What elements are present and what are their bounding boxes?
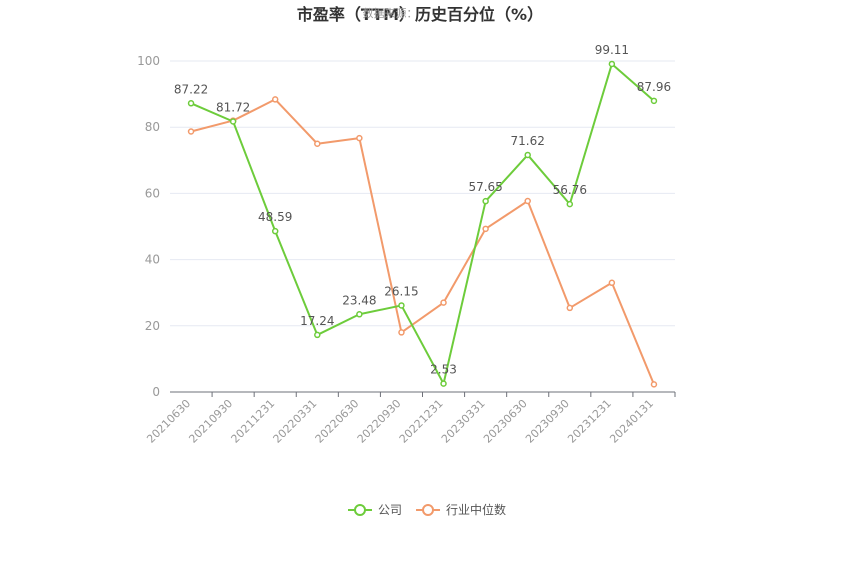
data-point	[187, 100, 195, 107]
y-tick-label: 0	[152, 385, 160, 399]
y-tick-label: 40	[145, 253, 160, 267]
data-point	[608, 60, 616, 68]
data-label: 57.65	[468, 180, 502, 194]
data-point	[524, 151, 531, 159]
data-point	[440, 380, 447, 387]
x-tick-label: 20231231	[565, 397, 614, 446]
data-point	[398, 302, 405, 309]
data-point	[650, 97, 658, 105]
data-point	[271, 96, 279, 103]
x-tick-label: 20220331	[271, 397, 320, 446]
data-point	[229, 118, 237, 125]
series-line-1	[190, 98, 655, 385]
gridlines	[170, 60, 675, 327]
x-tick-label: 20230331	[439, 397, 488, 446]
data-label: 56.76	[553, 183, 587, 197]
x-tick-label: 20240131	[607, 397, 656, 446]
data-point	[482, 197, 489, 205]
data-point	[356, 311, 363, 318]
y-tick-label: 20	[145, 319, 160, 333]
x-tick-label: 20230930	[523, 397, 572, 446]
data-point	[356, 134, 363, 142]
chart-source: 数据来源：	[363, 6, 418, 20]
series-layer	[187, 60, 658, 388]
chart-title: 市盈率（TTM）历史百分位（%）	[297, 5, 543, 24]
x-tick-label: 20210630	[144, 397, 193, 446]
data-label: 87.22	[174, 82, 208, 96]
y-tick-label: 100	[137, 54, 160, 68]
legend-marker	[354, 504, 366, 516]
x-tick-label: 20210930	[186, 397, 235, 446]
data-point	[524, 197, 531, 205]
legend-label: 公司	[378, 503, 402, 517]
x-tick-label: 20230630	[481, 397, 530, 446]
legend-item-1[interactable]: 行业中位数	[416, 502, 506, 517]
legend-marker	[422, 504, 435, 516]
y-tick-label: 60	[145, 186, 160, 200]
data-label: 71.62	[511, 134, 545, 148]
data-point	[650, 381, 658, 388]
series-line-0	[190, 62, 655, 385]
data-label: 26.15	[384, 284, 418, 298]
data-labels: 87.22 81.72 48.59 17.24 23.48 26.15 2.53 57.65 7…	[174, 43, 671, 377]
data-point	[398, 329, 405, 336]
x-tick-label: 20221231	[397, 397, 446, 446]
data-label: 99.11	[595, 43, 629, 57]
data-label: 81.72	[216, 101, 250, 115]
legend-item-0[interactable]: 公司	[348, 503, 402, 517]
data-point	[314, 331, 321, 339]
data-point	[440, 299, 447, 306]
data-point	[187, 128, 195, 135]
data-point	[314, 140, 321, 147]
x-tick-label: 20211231	[229, 397, 278, 446]
data-label: 2.53	[430, 363, 457, 377]
legend: 公司 行业中位数	[348, 502, 506, 517]
data-point	[482, 225, 489, 233]
data-point	[608, 279, 616, 287]
data-point	[271, 227, 279, 235]
data-label: 17.24	[300, 314, 334, 328]
data-point	[566, 304, 574, 312]
data-label: 87.96	[637, 80, 671, 94]
y-tick-label: 80	[145, 120, 160, 134]
data-label: 23.48	[342, 293, 376, 307]
data-label: 48.59	[258, 210, 292, 224]
x-tick-label: 20220930	[355, 397, 404, 446]
legend-label: 行业中位数	[446, 502, 506, 517]
data-point	[566, 200, 574, 208]
x-tick-label: 20220630	[313, 397, 362, 446]
